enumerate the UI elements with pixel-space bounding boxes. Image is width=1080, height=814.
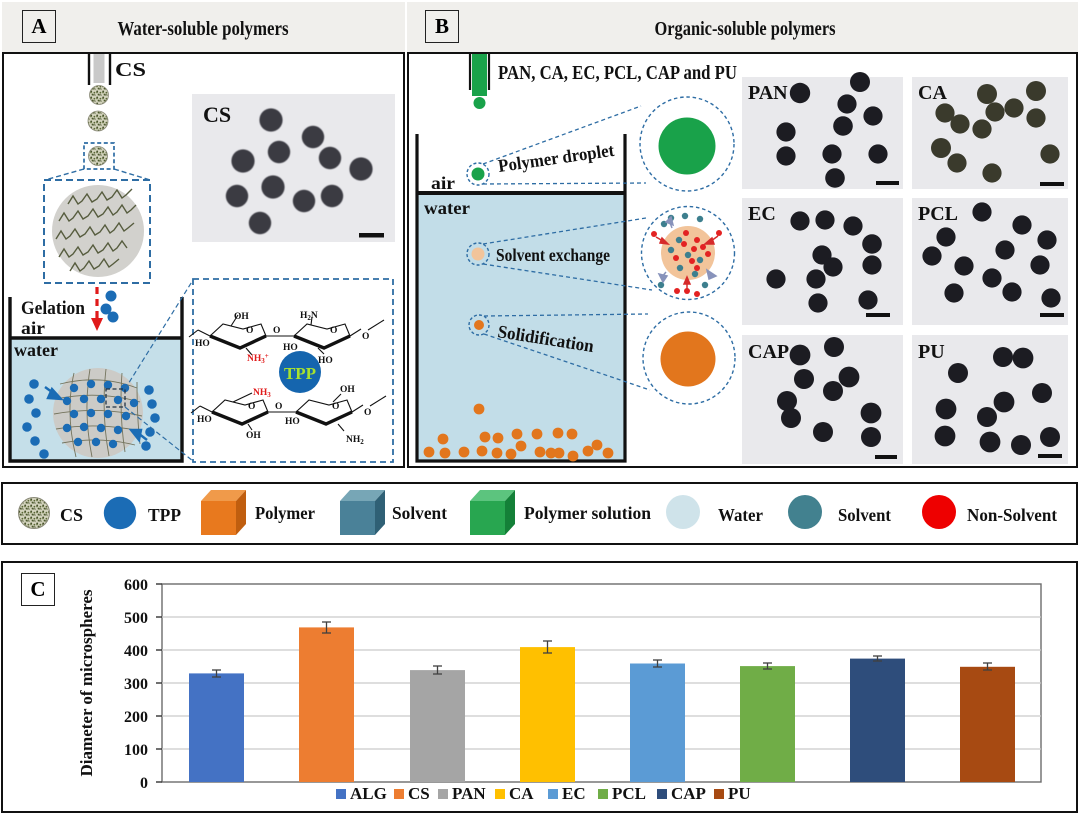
svg-text:OH: OH — [246, 431, 261, 441]
svg-text:PCL: PCL — [918, 203, 958, 225]
svg-text:Solvent: Solvent — [838, 505, 891, 525]
svg-text:200: 200 — [124, 709, 148, 726]
svg-text:PAN, CA, EC, PCL, CAP and PU: PAN, CA, EC, PCL, CAP and PU — [498, 62, 737, 84]
svg-text:EC: EC — [562, 784, 586, 803]
svg-text:O: O — [246, 326, 253, 336]
svg-text:H2N: H2N — [300, 311, 318, 322]
svg-text:Gelation: Gelation — [21, 298, 85, 319]
svg-text:600: 600 — [124, 577, 148, 594]
svg-text:400: 400 — [124, 643, 148, 660]
svg-text:PAN: PAN — [452, 784, 486, 803]
svg-text:Water: Water — [718, 505, 763, 525]
svg-text:CS: CS — [203, 102, 231, 127]
svg-text:PU: PU — [728, 784, 751, 803]
svg-text:Organic-soluble polymers: Organic-soluble polymers — [655, 18, 836, 40]
svg-text:HO: HO — [195, 339, 210, 349]
svg-text:O: O — [248, 402, 255, 412]
svg-text:OH: OH — [340, 385, 355, 395]
svg-text:O: O — [275, 402, 282, 412]
svg-text:500: 500 — [124, 610, 148, 627]
svg-text:Diameter of microspheres: Diameter of microspheres — [77, 589, 96, 776]
svg-text:NH2: NH2 — [346, 435, 364, 446]
svg-text:HO: HO — [283, 343, 298, 353]
svg-text:TPP: TPP — [284, 364, 316, 383]
svg-text:O: O — [362, 332, 369, 342]
svg-text:HO: HO — [318, 356, 333, 366]
svg-text:PAN: PAN — [748, 82, 788, 104]
svg-text:0: 0 — [140, 775, 148, 792]
svg-text:CAP: CAP — [748, 341, 789, 363]
svg-text:100: 100 — [124, 742, 148, 759]
svg-text:Polymer solution: Polymer solution — [524, 503, 651, 523]
svg-text:Non-Solvent: Non-Solvent — [967, 505, 1057, 525]
svg-text:OH: OH — [234, 312, 249, 322]
svg-text:Polymer droplet: Polymer droplet — [497, 140, 616, 176]
svg-text:Water-soluble polymers: Water-soluble polymers — [118, 18, 289, 40]
svg-text:Polymer: Polymer — [255, 503, 315, 523]
svg-text:CS: CS — [60, 505, 83, 525]
svg-text:PCL: PCL — [612, 784, 646, 803]
svg-text:EC: EC — [748, 203, 776, 225]
svg-text:water: water — [14, 340, 58, 360]
svg-text:CA: CA — [509, 784, 534, 803]
svg-text:O: O — [332, 402, 339, 412]
svg-text:O: O — [364, 408, 371, 418]
svg-text:NH3: NH3 — [253, 388, 271, 399]
svg-text:ALG: ALG — [350, 784, 387, 803]
svg-text:PU: PU — [918, 341, 945, 363]
svg-text:Solvent exchange: Solvent exchange — [496, 245, 610, 265]
svg-text:HO: HO — [285, 417, 300, 427]
svg-text:O: O — [273, 326, 280, 336]
svg-text:O: O — [330, 326, 337, 336]
svg-text:air: air — [431, 173, 455, 193]
svg-text:water: water — [424, 198, 470, 218]
svg-text:CAP: CAP — [671, 784, 706, 803]
svg-text:HO: HO — [197, 415, 212, 425]
svg-text:CA: CA — [918, 82, 947, 104]
svg-text:CS: CS — [115, 59, 146, 81]
svg-text:Solvent: Solvent — [392, 503, 447, 523]
svg-text:300: 300 — [124, 676, 148, 693]
svg-text:TPP: TPP — [148, 505, 181, 525]
svg-text:CS: CS — [408, 784, 430, 803]
svg-text:air: air — [21, 318, 45, 338]
